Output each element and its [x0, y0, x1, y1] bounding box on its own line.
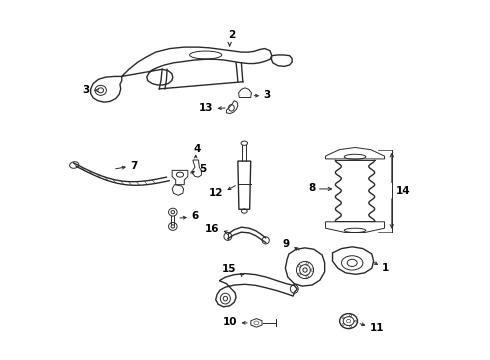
Text: 7: 7: [131, 161, 138, 171]
Text: 2: 2: [228, 30, 235, 40]
Text: 4: 4: [194, 144, 201, 154]
Text: 1: 1: [382, 262, 390, 273]
Text: 5: 5: [199, 164, 206, 174]
Text: 3: 3: [83, 85, 90, 95]
Text: 3: 3: [264, 90, 271, 100]
Text: 12: 12: [208, 188, 223, 198]
Text: 10: 10: [222, 317, 237, 327]
Text: 15: 15: [222, 264, 237, 274]
Text: 9: 9: [283, 239, 290, 249]
Text: 16: 16: [205, 224, 220, 234]
Text: 6: 6: [192, 211, 198, 221]
Text: 13: 13: [198, 103, 213, 113]
Text: 11: 11: [369, 323, 384, 333]
Text: 8: 8: [308, 183, 316, 193]
Text: 14: 14: [395, 186, 410, 196]
